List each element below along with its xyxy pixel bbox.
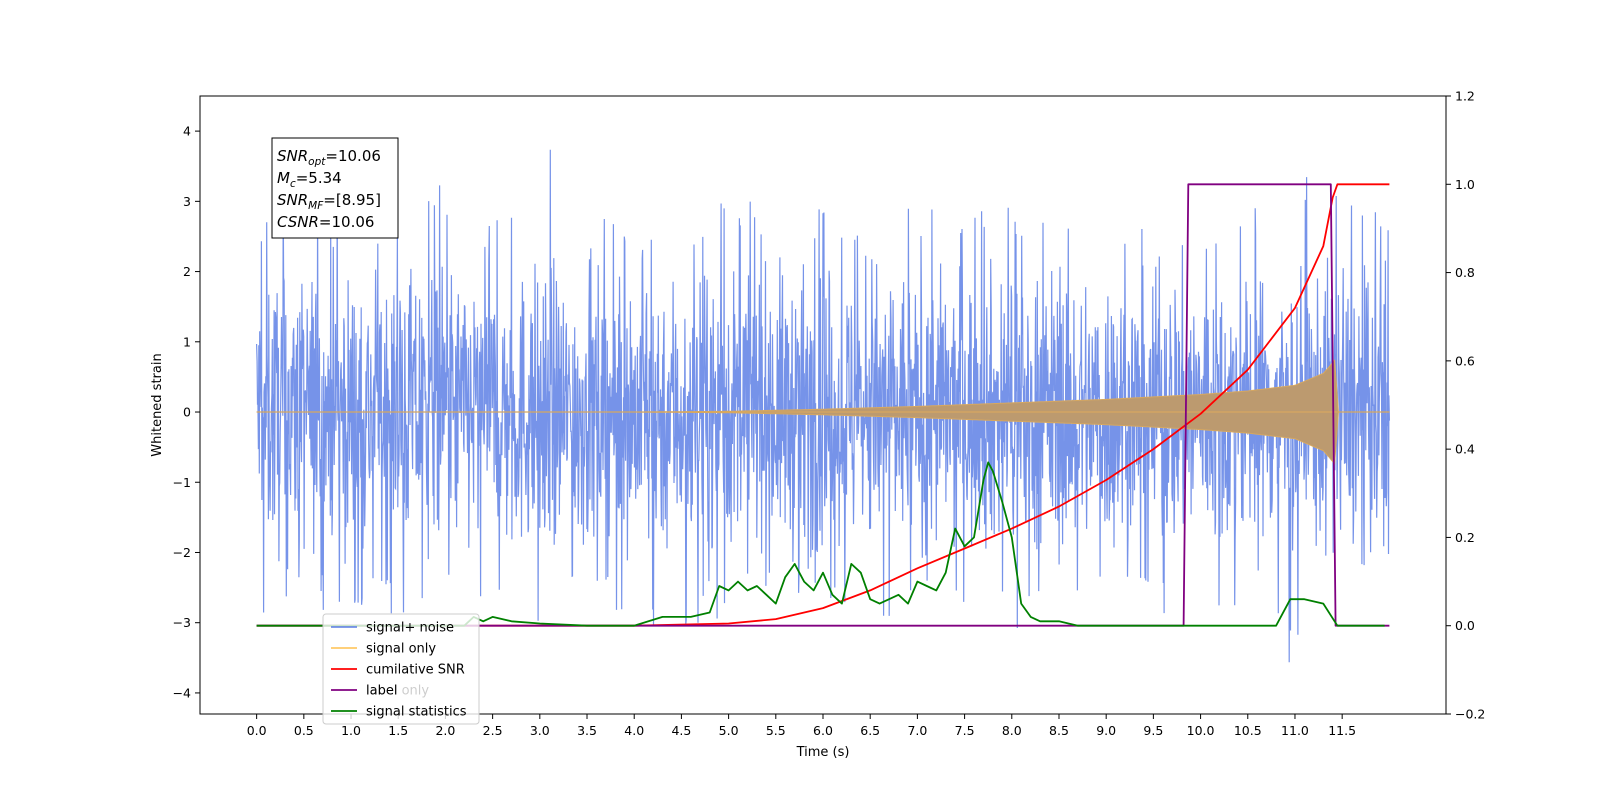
legend-label: signal only	[366, 642, 436, 657]
x-tick-label: 4.0	[624, 723, 644, 738]
y-right-tick-label: 0.4	[1455, 442, 1475, 457]
x-tick-label: 6.0	[813, 723, 833, 738]
axes: 0.0 0.5 1.0 1.5 2.0 2.5 3.0 3.5 4.0 4.5 5.0 5.5 6.0 6…	[173, 89, 1486, 739]
x-tick-label: 9.0	[1096, 723, 1116, 738]
y-tick-label: −4	[173, 685, 191, 700]
y-right-tick-label: 1.0	[1455, 177, 1475, 192]
series-line-cumilative-snr	[256, 183, 1390, 627]
y-right-tick-label: 0.0	[1455, 618, 1475, 633]
x-tick-label: 3.0	[530, 723, 550, 738]
x-tick-label: 11.0	[1281, 723, 1309, 738]
annotation-frame	[271, 137, 399, 239]
legend-label: label	[366, 684, 397, 699]
series-line-signal-noise	[256, 149, 1390, 663]
y-tick-label: −3	[173, 615, 191, 630]
annotation-value: =10.06	[319, 213, 375, 231]
annotation-line: CSNR=10.06	[277, 213, 374, 231]
annotation-value: =[8.95]	[323, 191, 381, 209]
x-tick-label: 9.5	[1143, 723, 1163, 738]
annotation-symbol: M	[277, 169, 290, 187]
series-line-signal-statistics	[256, 461, 1385, 627]
annotation-line: SNRopt=10.06	[277, 147, 381, 168]
x-tick-label: 0.5	[294, 723, 314, 738]
y-right-tick-label: 0.2	[1455, 530, 1475, 545]
x-tick-label: 5.0	[719, 723, 739, 738]
y-right-tick-label: −0.2	[1455, 707, 1485, 722]
annotation-line: SNRMF=[8.95]	[277, 191, 381, 212]
legend-hidden-label: label only	[366, 684, 429, 699]
x-tick-label: 11.5	[1328, 723, 1356, 738]
annotation-subscript: opt	[308, 156, 326, 168]
x-tick-label: 1.0	[341, 723, 361, 738]
x-tick-label: 3.5	[577, 723, 597, 738]
annotation-symbol: CSNR	[277, 213, 319, 231]
annotation-subscript: MF	[308, 200, 324, 212]
x-tick-label: 4.5	[671, 723, 691, 738]
x-axis-label: Time (s)	[796, 745, 850, 760]
annotation-value: =5.34	[296, 169, 342, 187]
annotation-box: SNRopt=10.06Mc=5.34SNRMF=[8.95]CSNR=10.0…	[271, 137, 399, 239]
y-tick-label: 2	[183, 264, 191, 279]
x-tick-label: 7.0	[907, 723, 927, 738]
y-right-tick-label: 0.8	[1455, 265, 1475, 280]
y-axis-label: Whitened strain	[150, 353, 165, 456]
x-tick-label: 6.5	[860, 723, 880, 738]
x-tick-label: 10.0	[1187, 723, 1215, 738]
annotation-symbol: SNR	[277, 147, 308, 165]
legend-label: signal statistics	[366, 705, 467, 720]
legend-frame	[322, 613, 480, 725]
y-tick-label: −1	[173, 475, 191, 490]
x-tick-label: 10.5	[1234, 723, 1262, 738]
legend-label: signal+ noise	[366, 621, 454, 636]
y-tick-label: 3	[183, 194, 191, 209]
annotation-symbol: SNR	[277, 191, 308, 209]
x-tick-label: 1.5	[388, 723, 408, 738]
x-tick-label: 0.0	[247, 723, 267, 738]
x-tick-label: 8.5	[1049, 723, 1069, 738]
y-tick-label: 0	[183, 405, 191, 420]
x-tick-label: 2.0	[435, 723, 455, 738]
y-right-tick-label: 1.2	[1455, 89, 1475, 104]
x-tick-label: 8.0	[1002, 723, 1022, 738]
y-right-tick-label: 0.6	[1455, 353, 1475, 368]
x-tick-label: 5.5	[766, 723, 786, 738]
legend: signal+ noise signal only cumilative SNR la…	[322, 613, 480, 725]
y-tick-label: −2	[173, 545, 191, 560]
x-tick-label: 7.5	[955, 723, 975, 738]
plot-clip-group	[256, 149, 1390, 663]
legend-label: cumilative SNR	[366, 663, 465, 678]
x-tick-label: 2.5	[483, 723, 503, 738]
annotation-value: =10.06	[325, 147, 381, 165]
y-tick-label: 1	[183, 334, 191, 349]
annotation-line: Mc=5.34	[277, 169, 342, 190]
plot-area	[256, 149, 1390, 663]
annotation-subscript: c	[290, 178, 296, 190]
y-tick-label: 4	[183, 124, 191, 139]
